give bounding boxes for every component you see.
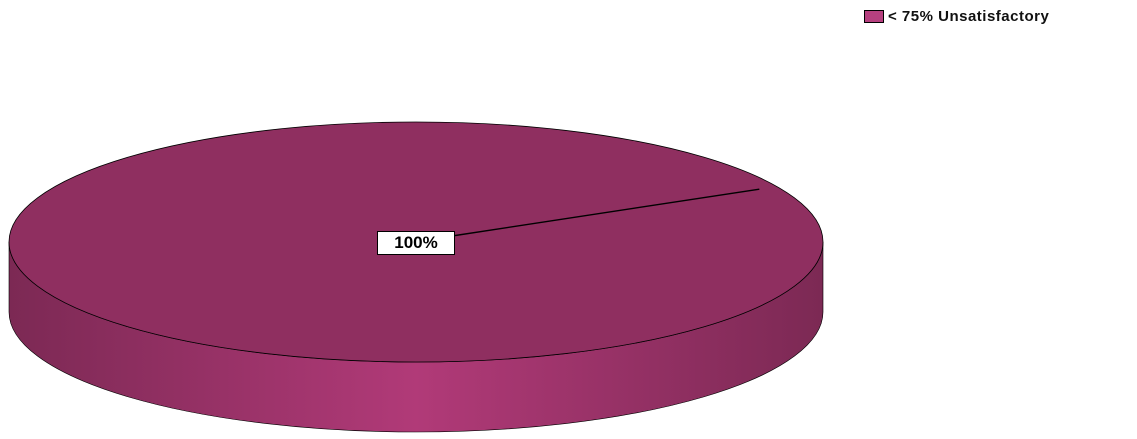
legend: < 75% Unsatisfactory xyxy=(864,8,1049,25)
slice-leader-line xyxy=(451,188,760,237)
legend-swatch xyxy=(864,10,884,23)
legend-label: < 75% Unsatisfactory xyxy=(888,8,1050,25)
pie-slices xyxy=(8,121,824,433)
slice-data-label-text: 100% xyxy=(394,233,438,252)
slice-data-label: 100% xyxy=(377,231,455,255)
